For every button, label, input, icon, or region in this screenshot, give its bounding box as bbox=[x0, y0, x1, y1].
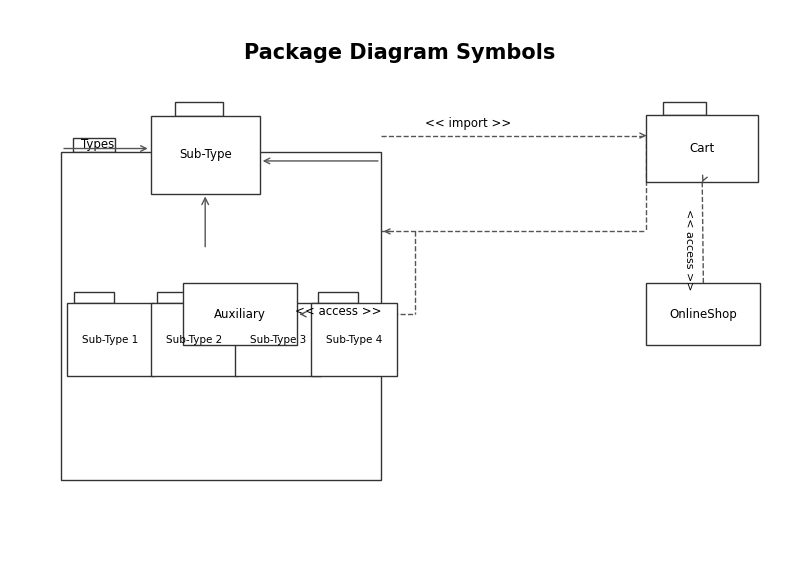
Text: Cart: Cart bbox=[690, 142, 714, 155]
Text: Types: Types bbox=[81, 138, 114, 151]
Bar bbox=[61, 152, 381, 480]
Text: << import >>: << import >> bbox=[425, 118, 511, 131]
Text: Sub-Type: Sub-Type bbox=[179, 148, 231, 161]
Text: Sub-Type 2: Sub-Type 2 bbox=[166, 334, 222, 345]
Bar bbox=[67, 303, 154, 376]
Bar bbox=[183, 283, 297, 345]
Bar bbox=[646, 115, 758, 182]
Bar bbox=[158, 292, 198, 303]
Text: << access >>: << access >> bbox=[295, 306, 382, 319]
Text: Sub-Type 4: Sub-Type 4 bbox=[326, 334, 382, 345]
Text: << access >>: << access >> bbox=[684, 209, 694, 290]
Text: OnlineShop: OnlineShop bbox=[670, 308, 738, 321]
Text: Auxiliary: Auxiliary bbox=[214, 308, 266, 321]
Text: Package Diagram Symbols: Package Diagram Symbols bbox=[244, 43, 556, 63]
Bar bbox=[235, 303, 322, 376]
Bar bbox=[310, 303, 397, 376]
Bar bbox=[73, 138, 115, 152]
Bar bbox=[175, 102, 223, 116]
Bar bbox=[318, 292, 358, 303]
Bar bbox=[150, 303, 237, 376]
Text: Sub-Type 3: Sub-Type 3 bbox=[250, 334, 306, 345]
Text: Sub-Type 1: Sub-Type 1 bbox=[82, 334, 138, 345]
Bar bbox=[646, 283, 760, 345]
Bar bbox=[74, 292, 114, 303]
Bar bbox=[242, 292, 282, 303]
Bar bbox=[663, 102, 706, 115]
Bar bbox=[150, 116, 260, 194]
